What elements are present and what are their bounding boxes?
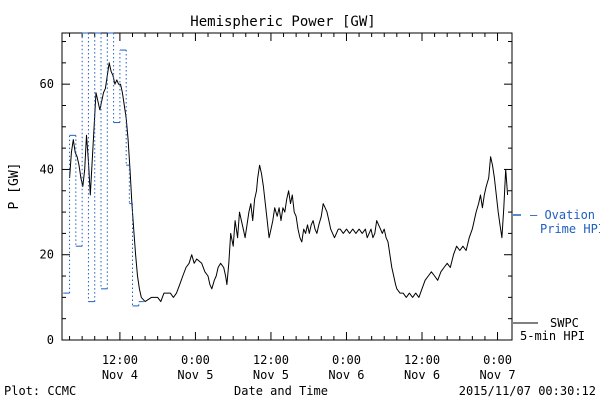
footer-plot-credit: Plot: CCMC <box>4 384 76 398</box>
x-tick-time-label: 0:00 <box>483 353 512 367</box>
series-layer <box>63 32 509 307</box>
x-tick-date-label: Nov 6 <box>328 368 364 382</box>
legend-ovation-line2: Prime HPI <box>540 222 600 236</box>
x-tick-date-label: Nov 4 <box>102 368 138 382</box>
swpc-hpi-line <box>69 62 509 303</box>
chart-title: Hemispheric Power [GW] <box>190 14 375 30</box>
y-tick-label: 60 <box>40 77 54 91</box>
x-tick-time-label: 12:00 <box>253 353 289 367</box>
x-tick-time-label: 0:00 <box>332 353 361 367</box>
x-tick-time-label: 12:00 <box>404 353 440 367</box>
legend-swpc-line1: SWPC <box>550 316 579 330</box>
legend-swpc-line2: 5-min HPI <box>520 329 585 343</box>
plot-frame <box>61 32 513 341</box>
y-axis: 0 20 40 60 <box>40 41 512 347</box>
x-tick-date-label: Nov 5 <box>177 368 213 382</box>
x-tick-date-label: Nov 7 <box>479 368 515 382</box>
x-tick-date-label: Nov 6 <box>404 368 440 382</box>
x-tick-date-label: Nov 5 <box>253 368 289 382</box>
x-tick-time-label: 12:00 <box>102 353 138 367</box>
y-tick-label: 20 <box>40 248 54 262</box>
y-axis-label: P [GW] <box>7 163 22 210</box>
legend-ovation-line1: – Ovation <box>530 208 595 222</box>
x-tick-time-label: 0:00 <box>181 353 210 367</box>
y-tick-label: 40 <box>40 162 54 176</box>
x-axis-label: Date and Time <box>234 384 328 398</box>
footer-timestamp: 2015/11/07 00:30:12 <box>459 384 596 398</box>
y-tick-label: 0 <box>47 333 54 347</box>
